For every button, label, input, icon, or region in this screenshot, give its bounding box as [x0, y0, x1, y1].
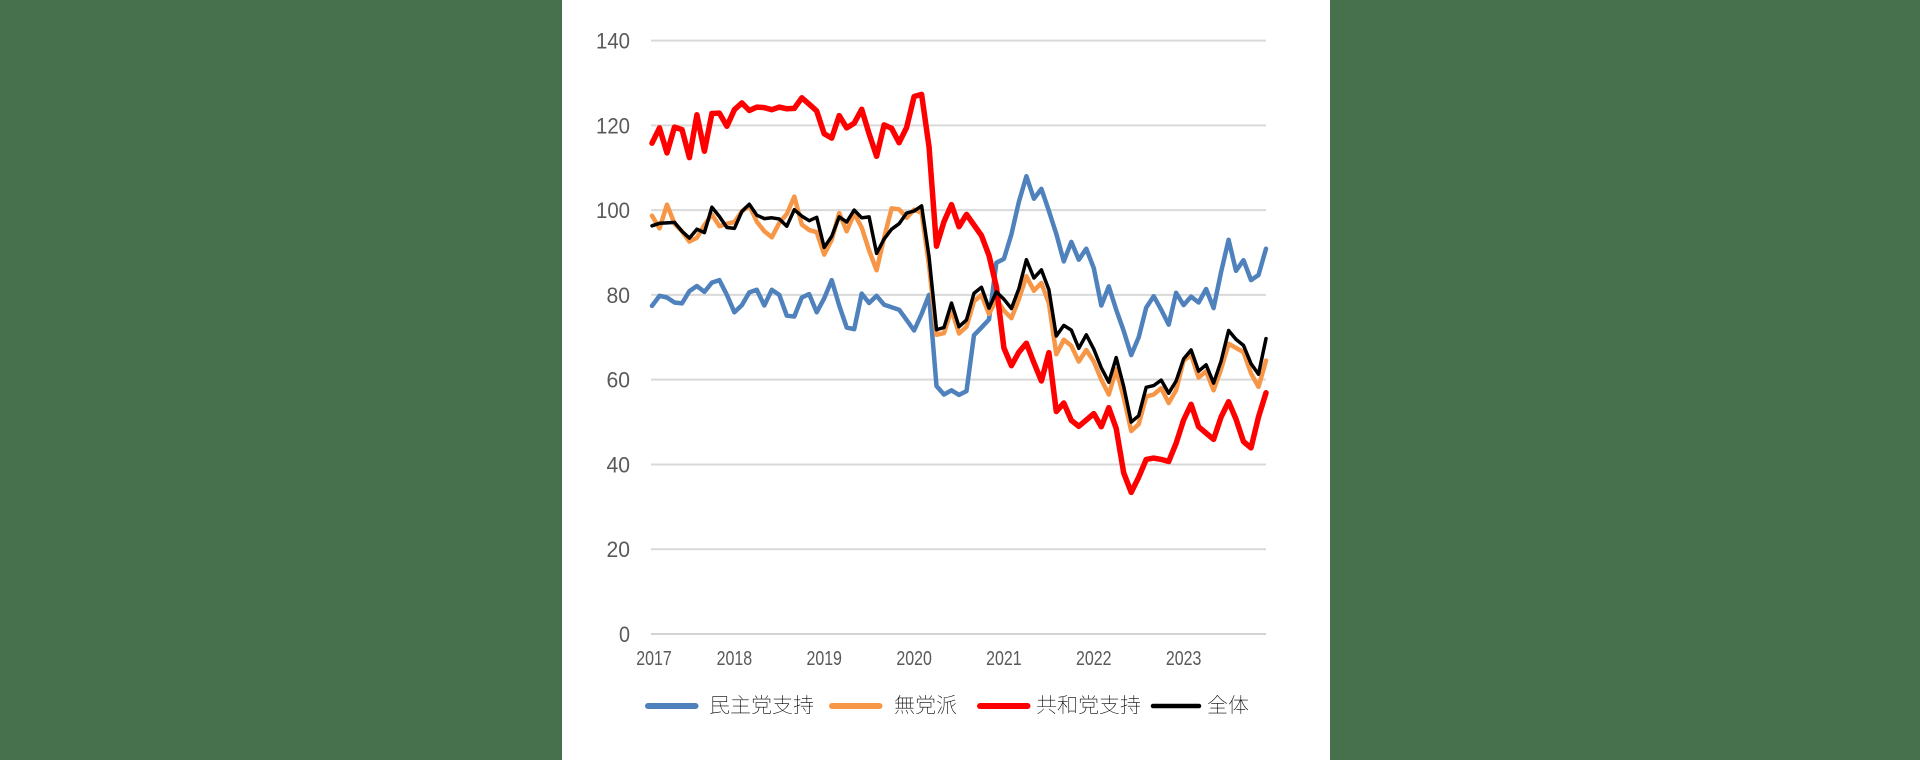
- svg-text:2018: 2018: [717, 647, 753, 670]
- svg-text:0: 0: [619, 622, 630, 647]
- svg-text:140: 140: [596, 29, 630, 54]
- svg-text:20: 20: [607, 537, 631, 562]
- svg-text:2017: 2017: [636, 647, 672, 670]
- svg-text:100: 100: [596, 198, 630, 223]
- svg-text:2022: 2022: [1076, 647, 1112, 670]
- svg-text:2019: 2019: [806, 647, 842, 670]
- svg-text:80: 80: [607, 283, 631, 308]
- svg-text:60: 60: [607, 368, 631, 393]
- svg-text:40: 40: [607, 453, 631, 478]
- svg-text:2021: 2021: [986, 647, 1022, 670]
- svg-text:120: 120: [596, 113, 630, 138]
- svg-text:2020: 2020: [896, 647, 932, 670]
- svg-text:2023: 2023: [1166, 647, 1202, 670]
